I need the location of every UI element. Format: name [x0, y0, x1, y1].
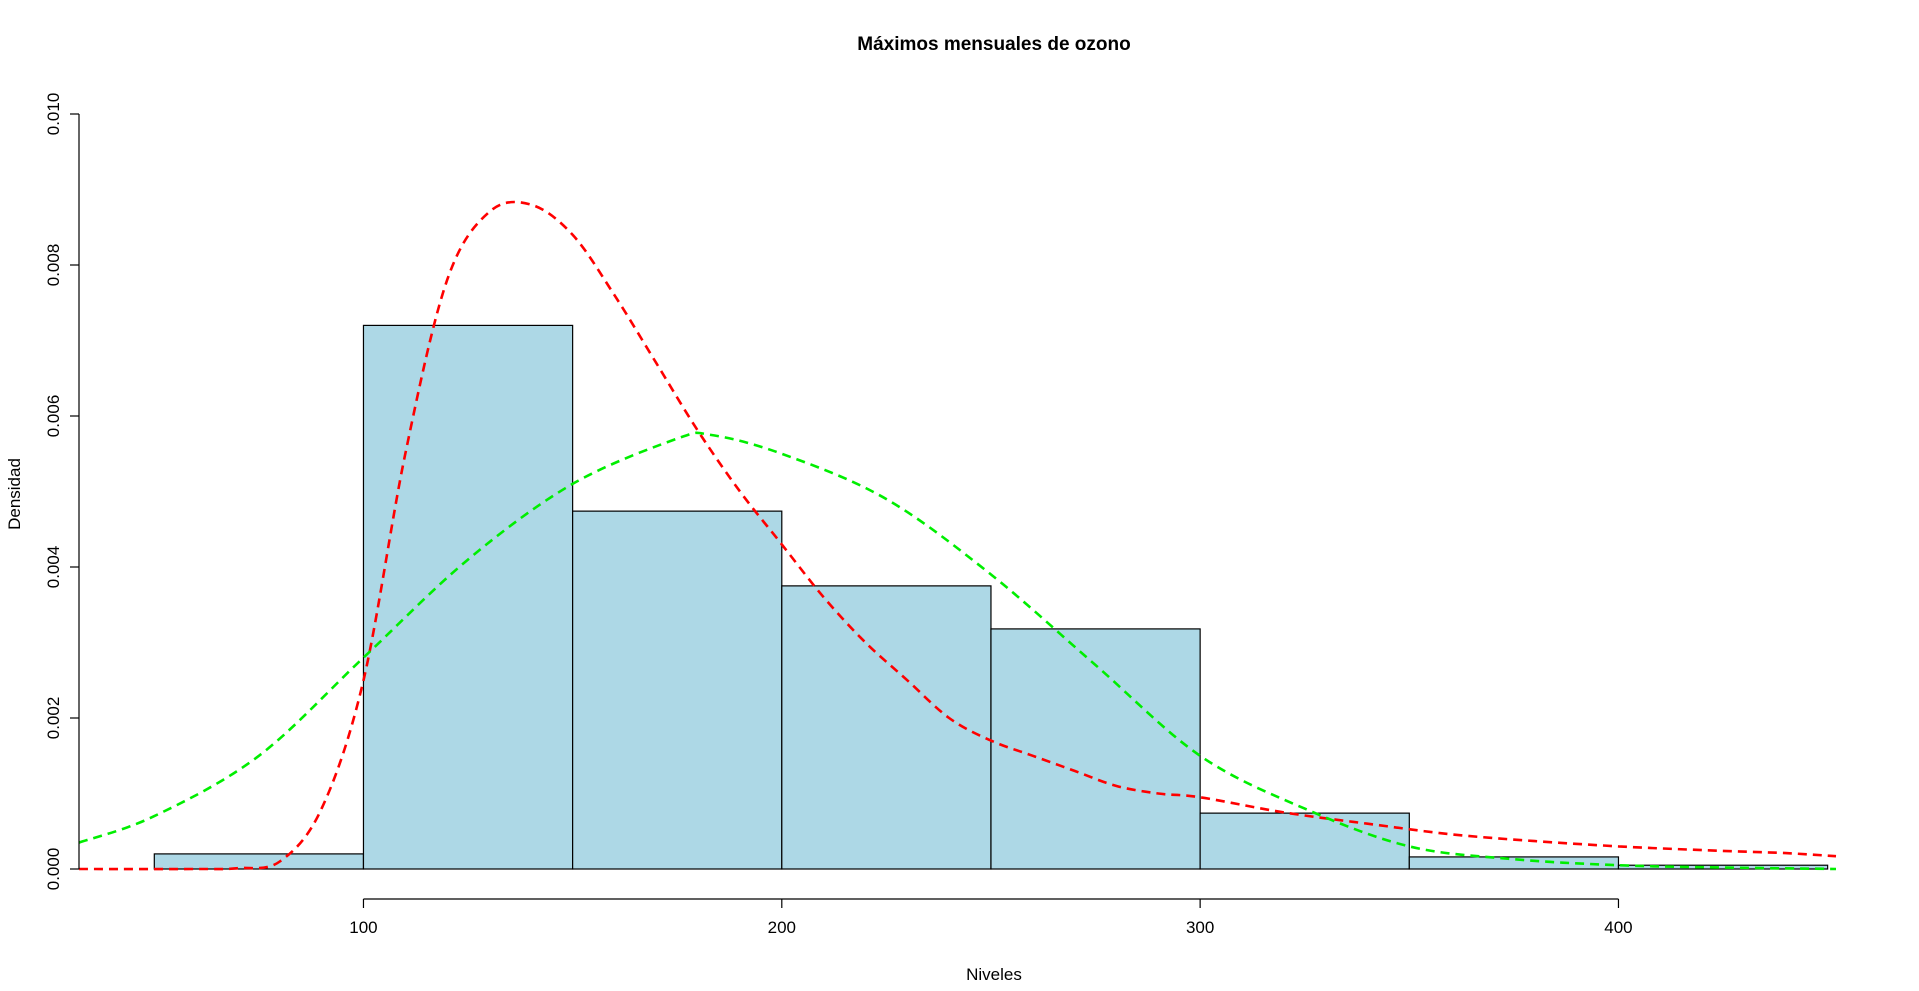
histogram-bar-7	[1408, 856, 1620, 870]
x-tick-label: 400	[1604, 918, 1632, 937]
x-tick-label: 300	[1186, 918, 1214, 937]
histogram-bar-3	[572, 510, 783, 870]
y-tick-label: 0.000	[44, 848, 63, 891]
x-axis-title: Niveles	[966, 965, 1022, 984]
y-tick-label: 0.004	[44, 546, 63, 589]
y-tick-label: 0.006	[44, 395, 63, 438]
histogram-bar-6	[1199, 812, 1410, 870]
y-tick-label: 0.008	[44, 244, 63, 287]
y-tick-label: 0.002	[44, 697, 63, 740]
y-axis-title: Densidad	[5, 458, 24, 530]
x-tick-label: 200	[768, 918, 796, 937]
x-axis: 100 200 300 400	[349, 898, 1633, 937]
density-curves	[78, 200, 1837, 871]
red-density-curve	[78, 200, 1837, 871]
x-tick-label: 100	[349, 918, 377, 937]
histogram-bar-5	[990, 628, 1201, 870]
y-tick-label: 0.010	[44, 93, 63, 136]
histogram-bar-1	[153, 853, 365, 870]
chart-title: Máximos mensuales de ozono	[857, 34, 1130, 55]
histogram-bar-4	[781, 585, 992, 870]
histogram-bars	[153, 324, 1829, 870]
histogram-bar-2	[362, 324, 574, 870]
y-axis: 0.000 0.002 0.004 0.006 0.008 0.010	[44, 93, 80, 891]
histogram-bar-8	[1617, 864, 1829, 870]
